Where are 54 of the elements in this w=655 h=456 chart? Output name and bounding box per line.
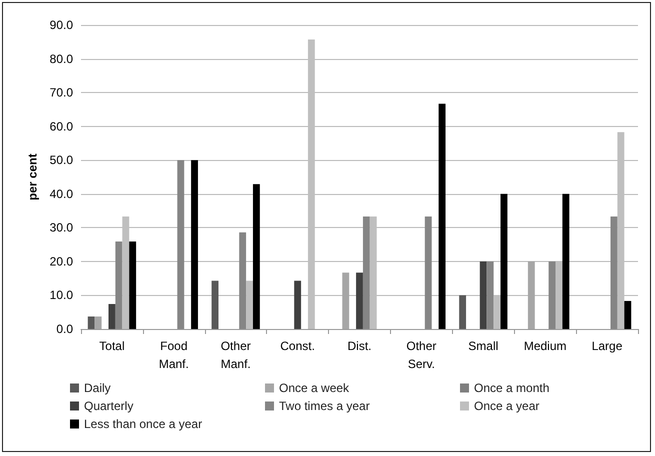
legend-label: Once a week xyxy=(279,381,350,395)
bar xyxy=(356,272,363,329)
bar xyxy=(252,184,260,329)
bar xyxy=(246,280,253,329)
legend-label: Daily xyxy=(84,381,111,395)
y-tick-label: 70.0 xyxy=(50,86,74,100)
legend-label: Once a month xyxy=(474,381,550,395)
y-tick-label: 90.0 xyxy=(50,18,74,32)
bar xyxy=(459,295,466,329)
bar xyxy=(424,216,432,329)
bar xyxy=(624,300,632,329)
bar xyxy=(480,261,487,329)
y-tick-label: 80.0 xyxy=(50,52,74,66)
y-tick-label: 40.0 xyxy=(50,186,74,201)
y-tick-label: 60.0 xyxy=(50,119,74,134)
y-tick-label: 10.0 xyxy=(50,288,74,302)
bar xyxy=(528,261,535,329)
bar xyxy=(212,280,218,329)
bar xyxy=(239,232,246,329)
y-tick-label: 0.0 xyxy=(56,322,74,336)
x-tick-label: Large xyxy=(592,339,623,353)
bar xyxy=(94,316,102,329)
bar xyxy=(438,104,446,329)
y-tick-label: 50.0 xyxy=(50,153,74,168)
bar xyxy=(500,194,508,329)
x-tick-label: Small xyxy=(468,339,498,353)
bar xyxy=(88,316,95,329)
legend-label: Less than once a year xyxy=(84,417,202,431)
x-tick-label: Total xyxy=(99,339,125,353)
bar xyxy=(129,242,136,329)
x-tick-label: Other Serv. xyxy=(406,339,436,371)
bar xyxy=(108,304,116,329)
x-tick-label: Other Manf. xyxy=(220,339,251,371)
y-tick-label: 20.0 xyxy=(50,254,74,268)
bar xyxy=(486,261,494,329)
x-tick-label: Dist. xyxy=(348,339,372,353)
y-tick-label: 30.0 xyxy=(50,220,74,235)
x-tick-label: Medium xyxy=(524,339,567,353)
x-tick-label: Food Manf. xyxy=(158,339,189,371)
bar xyxy=(562,194,570,329)
legend-label: Once a year xyxy=(474,399,540,413)
bar xyxy=(362,216,370,329)
bar xyxy=(294,280,302,329)
legend-label: Quarterly xyxy=(84,399,134,413)
bar xyxy=(177,160,184,329)
bar xyxy=(548,261,556,329)
bar xyxy=(610,216,618,329)
bar xyxy=(191,160,198,329)
legend-label: Two times a year xyxy=(279,399,370,413)
bar xyxy=(494,295,501,329)
y-axis-title: per cent xyxy=(26,154,40,200)
bar xyxy=(342,272,350,329)
bar xyxy=(115,242,122,329)
x-tick-label: Const. xyxy=(280,339,315,353)
